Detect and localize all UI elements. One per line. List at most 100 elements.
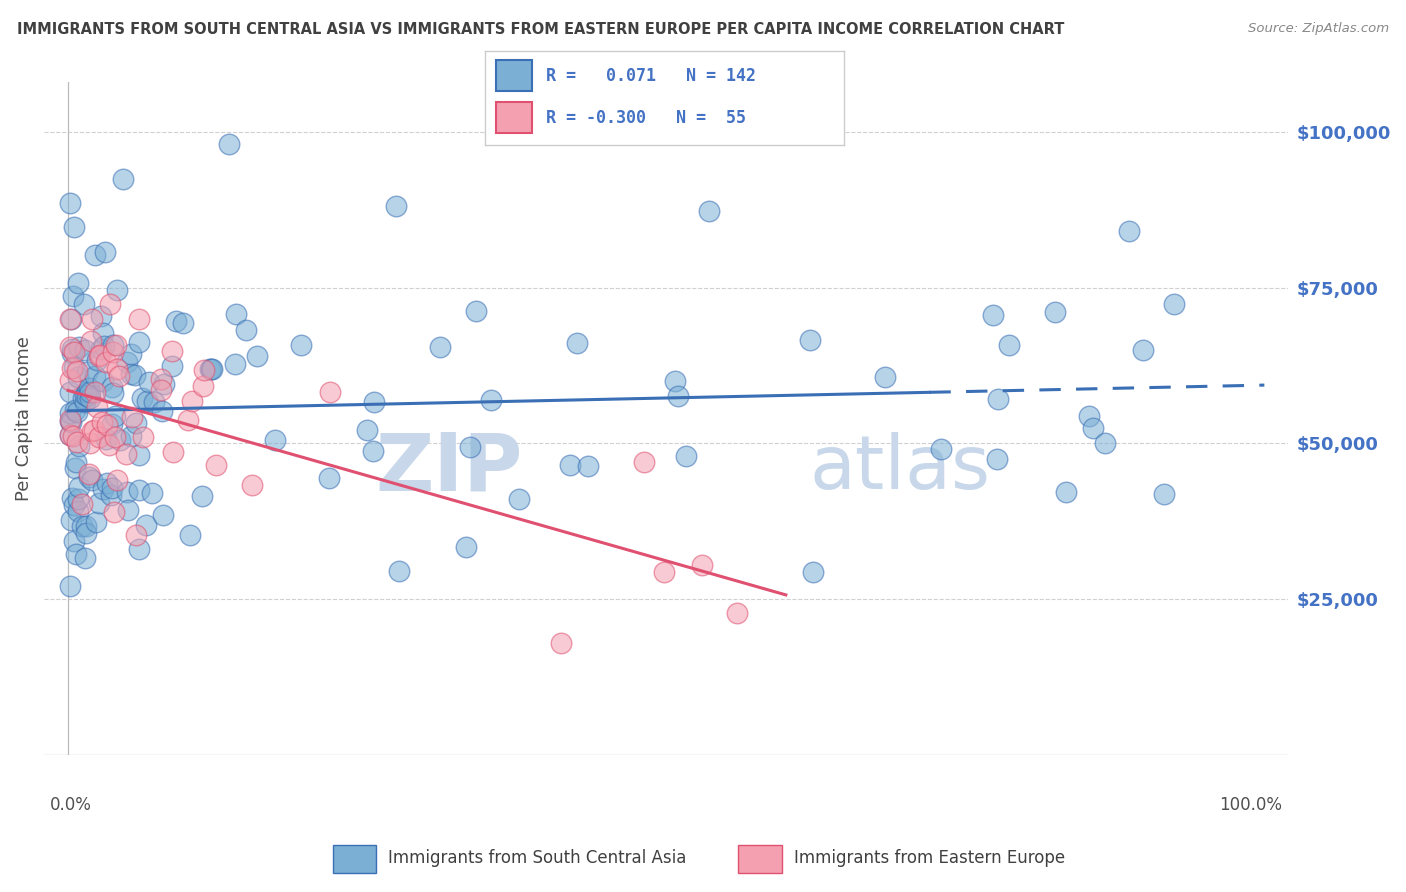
Point [136,394,159,409]
Point [131,429,153,443]
Point [59,428,82,442]
Point [697,204,720,219]
Point [63,345,86,359]
Point [60,346,83,360]
Point [264,433,287,447]
Point [65,460,87,475]
Bar [496,61,531,91]
Point [550,635,572,649]
Point [59,406,82,420]
Point [224,357,246,371]
Point [59,414,82,428]
Point [79,385,101,400]
Point [1118,224,1140,238]
Point [160,343,183,358]
Point [66,491,89,506]
Point [675,449,697,463]
Point [576,458,599,473]
Point [67,276,90,290]
Point [59,196,82,211]
Point [59,312,82,326]
Point [94,244,117,259]
Point [356,423,378,437]
Point [75,519,97,533]
Point [87,496,110,510]
Point [62,491,84,505]
Point [75,526,97,541]
Point [120,368,142,382]
Point [108,433,131,447]
Point [235,323,257,337]
Point [385,199,408,213]
Point [193,363,215,377]
Point [128,312,150,326]
Point [65,402,87,417]
Point [93,339,115,353]
Point [125,416,148,430]
Point [1153,487,1175,501]
Point [103,344,125,359]
Point [464,303,486,318]
Point [508,491,530,506]
Point [799,333,821,347]
Point [77,467,100,481]
Point [138,376,160,390]
Point [162,359,184,374]
Point [633,455,655,469]
Point [931,442,953,456]
Text: R = -0.300   N =  55: R = -0.300 N = 55 [546,109,747,127]
Point [59,415,82,429]
Point [83,423,105,437]
Point [83,248,105,262]
Point [100,482,122,496]
Point [59,385,82,400]
Point [180,393,202,408]
Point [75,388,97,402]
Point [86,353,108,368]
Point [75,343,97,357]
Point [63,360,86,375]
Point [76,366,98,380]
Point [319,384,342,399]
Point [103,338,125,352]
Text: 0.0%: 0.0% [51,796,91,814]
Point [59,428,82,442]
Point [177,412,200,426]
Point [121,410,143,425]
Point [62,533,84,548]
Point [150,403,173,417]
Point [120,347,142,361]
Point [100,488,122,502]
Point [63,498,86,512]
Point [666,388,689,402]
Point [128,448,150,462]
Point [997,338,1019,352]
Point [73,297,96,311]
Point [60,361,83,376]
Point [149,372,172,386]
Text: ZIP: ZIP [375,429,523,508]
Point [65,364,87,378]
Point [90,342,112,356]
Point [240,478,263,492]
Point [558,458,581,473]
Point [103,505,125,519]
Point [179,528,201,542]
Text: Immigrants from South Central Asia: Immigrants from South Central Asia [388,849,686,867]
Point [67,439,90,453]
Point [84,515,107,529]
Point [105,283,128,297]
Point [201,362,224,376]
Point [131,391,153,405]
Point [65,547,87,561]
Point [100,417,122,431]
Point [124,368,146,383]
Point [66,405,89,419]
Bar [738,845,782,873]
Point [479,392,502,407]
Point [115,355,138,369]
Point [90,310,112,324]
Point [1081,421,1104,435]
Point [117,503,139,517]
Point [218,137,240,152]
